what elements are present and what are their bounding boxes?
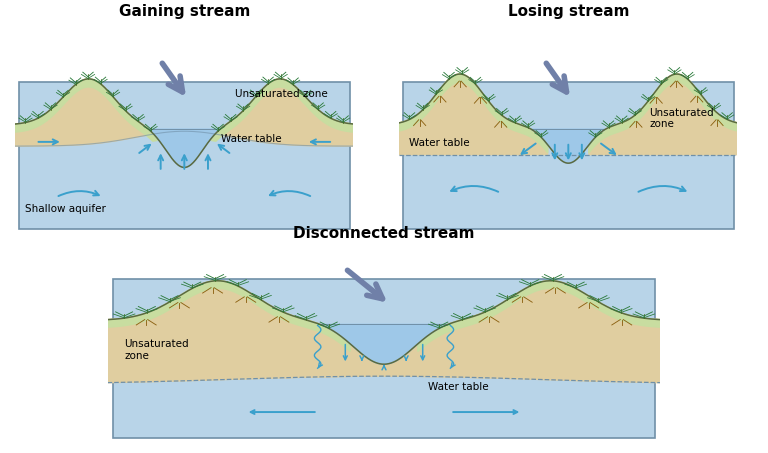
Polygon shape (15, 79, 157, 141)
Polygon shape (108, 281, 350, 352)
Polygon shape (15, 79, 157, 146)
Polygon shape (212, 79, 353, 146)
Polygon shape (399, 74, 548, 153)
Title: Gaining stream: Gaining stream (118, 4, 250, 19)
Polygon shape (531, 129, 605, 163)
Polygon shape (285, 313, 483, 378)
Polygon shape (212, 79, 353, 141)
Text: Water table: Water table (221, 134, 282, 144)
Text: Water table: Water table (409, 138, 470, 148)
Bar (113, 279, 655, 438)
Text: Unsaturated
zone: Unsaturated zone (124, 339, 189, 361)
Polygon shape (320, 324, 448, 364)
Polygon shape (589, 74, 737, 153)
Bar (18, 82, 350, 229)
Title: Disconnected stream: Disconnected stream (293, 226, 475, 241)
Title: Losing stream: Losing stream (508, 4, 629, 19)
Text: Unsaturated zone: Unsaturated zone (235, 89, 328, 99)
Text: Shallow aquifer: Shallow aquifer (25, 204, 107, 214)
Polygon shape (589, 74, 737, 154)
Polygon shape (108, 281, 350, 383)
Polygon shape (149, 129, 220, 168)
Text: Water table: Water table (429, 382, 489, 392)
Text: Unsaturated
zone: Unsaturated zone (650, 108, 714, 130)
Polygon shape (418, 281, 660, 383)
Bar (402, 82, 734, 229)
Polygon shape (399, 74, 548, 154)
Polygon shape (418, 281, 660, 352)
